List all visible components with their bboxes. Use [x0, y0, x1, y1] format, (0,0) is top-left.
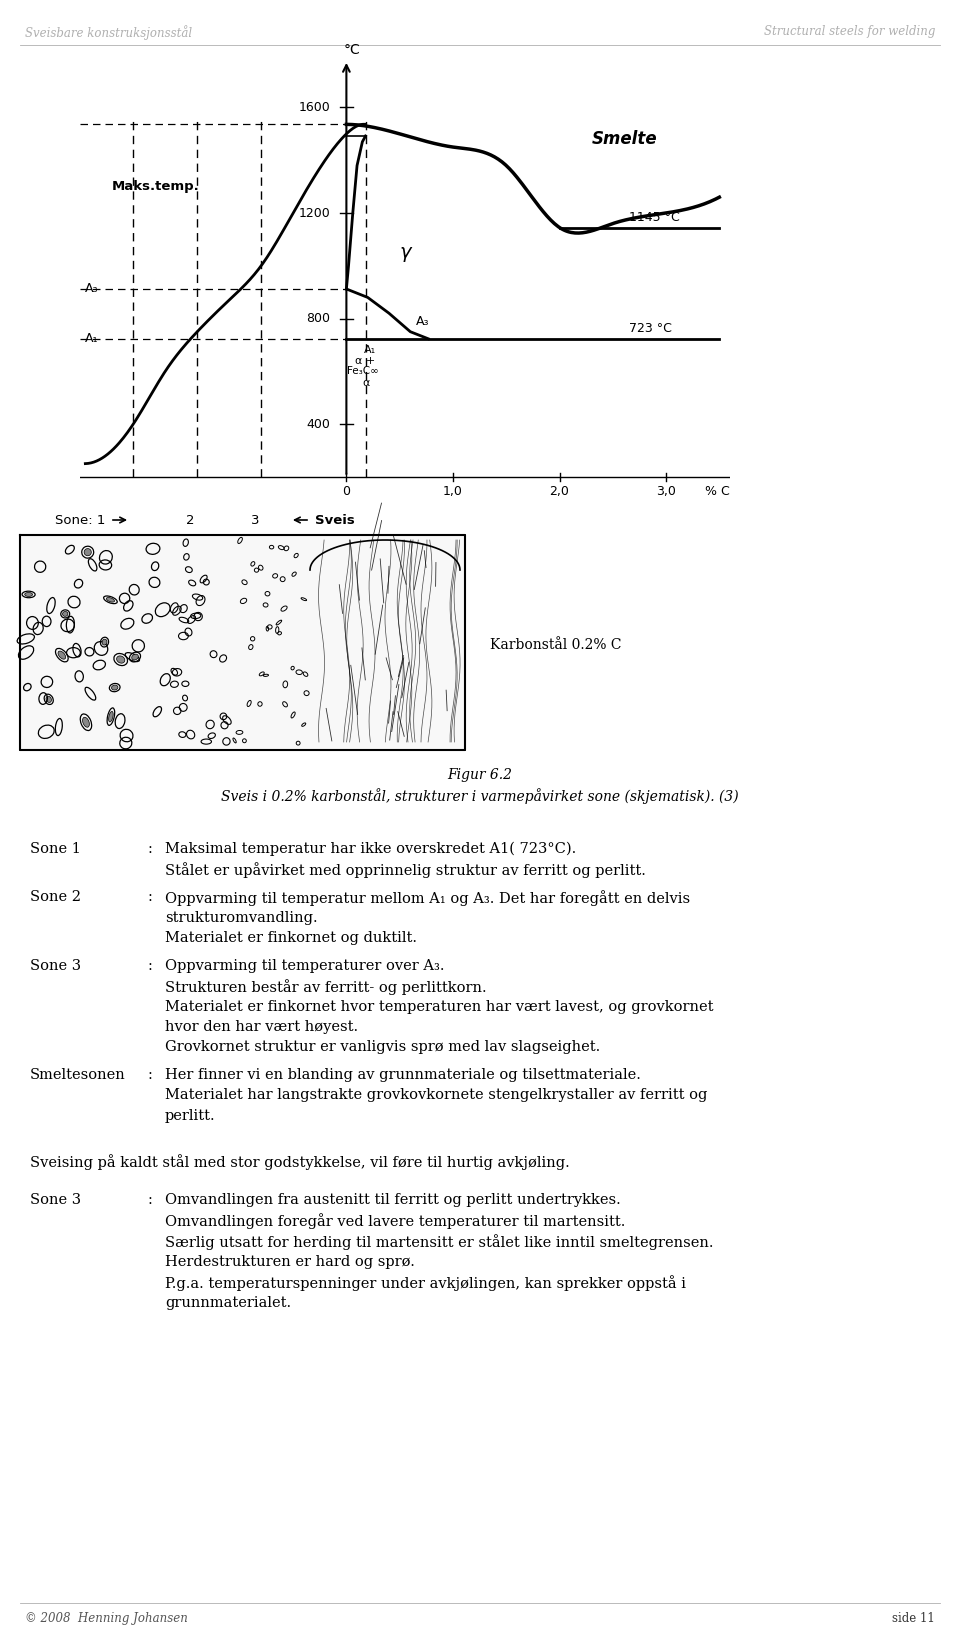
Text: Sveis i 0.2% karbonstål, strukturer i varmepåvirket sone (skjematisk). (3): Sveis i 0.2% karbonstål, strukturer i va… — [221, 789, 739, 803]
Text: 723 °C: 723 °C — [629, 322, 672, 335]
Ellipse shape — [107, 597, 114, 602]
Text: 1,0: 1,0 — [443, 485, 463, 498]
Text: P.g.a. temperaturspenninger under avkjølingen, kan sprekker oppstå i: P.g.a. temperaturspenninger under avkjøl… — [165, 1275, 686, 1291]
Text: Omvandlingen foregår ved lavere temperaturer til martensitt.: Omvandlingen foregår ved lavere temperat… — [165, 1213, 625, 1229]
Text: Fe₃C∞: Fe₃C∞ — [347, 366, 378, 376]
Text: :: : — [148, 889, 153, 904]
Text: :: : — [148, 1193, 153, 1206]
Text: α: α — [362, 379, 370, 389]
Text: Sveisbare konstruksjonsstål: Sveisbare konstruksjonsstål — [25, 24, 192, 41]
Text: Materialet er finkornet og duktilt.: Materialet er finkornet og duktilt. — [165, 932, 417, 945]
Bar — [20, 535, 465, 750]
Text: A₁: A₁ — [364, 345, 376, 354]
Text: A₃: A₃ — [85, 283, 99, 296]
Text: A₃: A₃ — [416, 315, 429, 328]
Ellipse shape — [62, 611, 68, 616]
Text: Smeltesonen: Smeltesonen — [30, 1068, 126, 1081]
Text: Maksimal temperatur har ikke overskredet A1( 723°C).: Maksimal temperatur har ikke overskredet… — [165, 842, 576, 857]
Text: Særlig utsatt for herding til martensitt er stålet like inntil smeltegrensen.: Særlig utsatt for herding til martensitt… — [165, 1234, 713, 1250]
Text: 800: 800 — [306, 312, 330, 325]
Text: Karbonstål 0.2% C: Karbonstål 0.2% C — [490, 637, 621, 652]
Text: Sone 3: Sone 3 — [30, 1193, 82, 1206]
Text: Materialet er finkornet hvor temperaturen har vært lavest, og grovkornet: Materialet er finkornet hvor temperature… — [165, 1000, 713, 1013]
Text: grunnmaterialet.: grunnmaterialet. — [165, 1296, 291, 1309]
Ellipse shape — [111, 685, 118, 689]
Ellipse shape — [84, 548, 91, 556]
Text: hvor den har vært høyest.: hvor den har vært høyest. — [165, 1020, 358, 1034]
Text: 400: 400 — [306, 418, 330, 431]
Text: °C: °C — [344, 44, 360, 57]
Text: A₁: A₁ — [85, 332, 99, 345]
Text: 3: 3 — [251, 514, 259, 527]
Ellipse shape — [46, 696, 52, 702]
Ellipse shape — [116, 655, 125, 663]
Text: Omvandlingen fra austenitt til ferritt og perlitt undertrykkes.: Omvandlingen fra austenitt til ferritt o… — [165, 1193, 621, 1206]
Text: 1145 °C: 1145 °C — [629, 211, 680, 224]
Text: Sone 2: Sone 2 — [30, 889, 81, 904]
Text: :: : — [148, 1068, 153, 1081]
Text: 0: 0 — [343, 485, 350, 498]
Text: γ: γ — [399, 242, 411, 262]
Ellipse shape — [102, 639, 107, 646]
Text: 1200: 1200 — [299, 207, 330, 220]
Text: Maks.temp.: Maks.temp. — [112, 180, 200, 193]
Text: perlitt.: perlitt. — [165, 1109, 216, 1124]
Ellipse shape — [132, 654, 138, 660]
Text: :: : — [148, 958, 153, 972]
Ellipse shape — [108, 712, 113, 722]
Text: Materialet har langstrakte grovkovkornete stengelkrystaller av ferritt og: Materialet har langstrakte grovkovkornet… — [165, 1088, 708, 1102]
Ellipse shape — [83, 717, 89, 727]
Text: Sone: 1: Sone: 1 — [55, 514, 106, 527]
Text: 3,0: 3,0 — [656, 485, 676, 498]
Text: Smelte: Smelte — [591, 130, 657, 148]
Ellipse shape — [58, 650, 65, 659]
Text: strukturomvandling.: strukturomvandling. — [165, 911, 318, 925]
Text: Stålet er upåvirket med opprinnelig struktur av ferritt og perlitt.: Stålet er upåvirket med opprinnelig stru… — [165, 862, 646, 878]
Text: :: : — [148, 842, 153, 855]
Text: % C: % C — [706, 485, 730, 498]
Text: Grovkornet struktur er vanligvis sprø med lav slagseighet.: Grovkornet struktur er vanligvis sprø me… — [165, 1041, 600, 1055]
Text: 2,0: 2,0 — [549, 485, 569, 498]
Text: Strukturen består av ferritt- og perlittkorn.: Strukturen består av ferritt- og perlitt… — [165, 979, 487, 995]
Ellipse shape — [25, 592, 33, 597]
Text: © 2008  Henning Johansen: © 2008 Henning Johansen — [25, 1611, 188, 1624]
Text: side 11: side 11 — [892, 1611, 935, 1624]
Text: Structural steels for welding: Structural steels for welding — [763, 24, 935, 37]
Text: Sveis: Sveis — [315, 514, 355, 527]
Text: α +: α + — [355, 356, 375, 366]
Text: Sone 3: Sone 3 — [30, 958, 82, 972]
Text: Oppvarming til temperaturer over A₃.: Oppvarming til temperaturer over A₃. — [165, 958, 444, 972]
Text: Figur 6.2: Figur 6.2 — [447, 767, 513, 782]
Text: Sveising på kaldt stål med stor godstykkelse, vil føre til hurtig avkjøling.: Sveising på kaldt stål med stor godstykk… — [30, 1154, 569, 1171]
Text: Oppvarming til temperatur mellom A₁ og A₃. Det har foregått en delvis: Oppvarming til temperatur mellom A₁ og A… — [165, 889, 690, 906]
Text: 1600: 1600 — [299, 101, 330, 114]
Text: Herdestrukturen er hard og sprø.: Herdestrukturen er hard og sprø. — [165, 1255, 415, 1268]
Text: Her finner vi en blanding av grunnmateriale og tilsettmateriale.: Her finner vi en blanding av grunnmateri… — [165, 1068, 641, 1081]
Text: 2: 2 — [185, 514, 194, 527]
Text: Sone 1: Sone 1 — [30, 842, 81, 855]
